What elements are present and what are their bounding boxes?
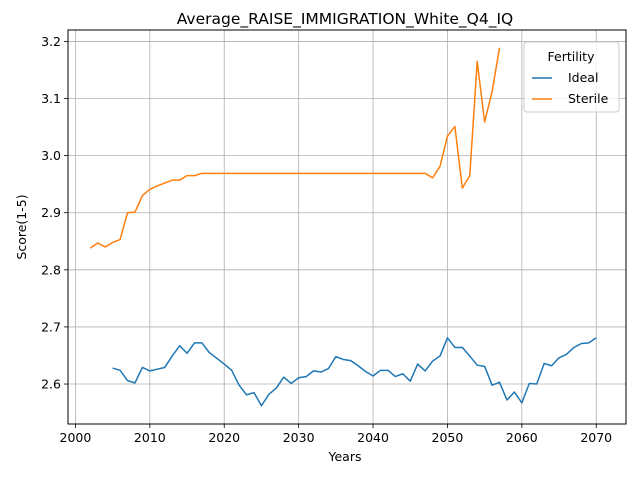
series-line-ideal — [112, 337, 597, 407]
legend: Fertility Ideal Sterile — [523, 41, 620, 113]
x-tick-label: 2050 — [432, 430, 464, 445]
x-tick-label: 2010 — [134, 430, 166, 445]
y-tick-label: 3.1 — [41, 91, 61, 106]
y-tick-label: 2.7 — [41, 319, 61, 334]
x-tick-label: 2070 — [580, 430, 612, 445]
legend-label-sterile: Sterile — [568, 91, 609, 106]
x-tick-label: 2000 — [60, 430, 92, 445]
y-tick-label: 3.2 — [41, 34, 61, 49]
legend-box — [523, 41, 620, 113]
x-tick-label: 2060 — [506, 430, 538, 445]
legend-title: Fertility — [548, 49, 596, 64]
x-tick-label: 2030 — [283, 430, 315, 445]
plot-frame — [67, 29, 627, 425]
axis-ticks: 2000 2010 2020 2030 2040 2050 2060 2070 2.6 2.7 2.… — [41, 34, 612, 445]
y-tick-label: 2.6 — [41, 377, 61, 392]
series-lines — [89, 47, 597, 407]
x-tick-label: 2020 — [208, 430, 240, 445]
legend-label-ideal: Ideal — [568, 70, 598, 85]
x-axis-title: Years — [328, 449, 362, 464]
chart-title: Average_RAISE_IMMIGRATION_White_Q4_IQ — [177, 10, 514, 29]
series-line-sterile — [89, 47, 501, 249]
y-tick-label: 3.0 — [41, 148, 61, 163]
x-tick-label: 2040 — [357, 430, 389, 445]
y-tick-label: 2.9 — [41, 205, 61, 220]
y-tick-label: 2.8 — [41, 262, 61, 277]
y-axis-title: Score(1-5) — [14, 194, 29, 259]
